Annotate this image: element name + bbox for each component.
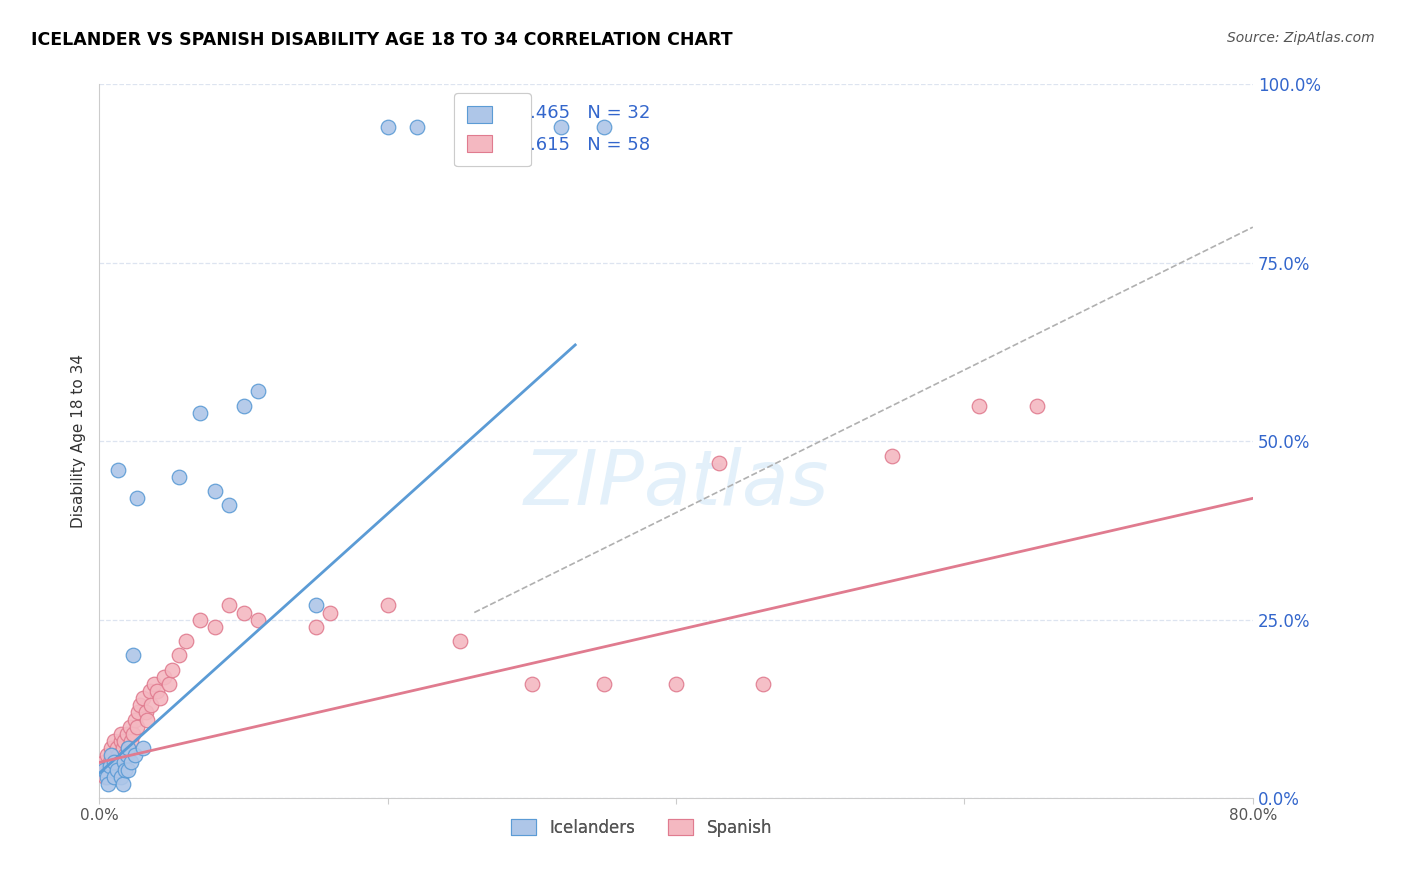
Point xyxy=(93,763,115,777)
Point xyxy=(319,606,342,620)
Point xyxy=(114,763,136,777)
Point xyxy=(305,620,328,634)
Point xyxy=(232,399,254,413)
Point xyxy=(103,756,125,770)
Point xyxy=(105,763,128,777)
Point xyxy=(218,499,240,513)
Point xyxy=(98,759,121,773)
Point xyxy=(751,677,773,691)
Point xyxy=(405,120,427,135)
Point xyxy=(103,734,125,748)
Point xyxy=(91,763,114,777)
Point xyxy=(93,756,115,770)
Point xyxy=(104,756,127,770)
Point xyxy=(593,677,616,691)
Y-axis label: Disability Age 18 to 34: Disability Age 18 to 34 xyxy=(72,354,86,528)
Point xyxy=(139,684,162,698)
Point xyxy=(114,748,136,763)
Point xyxy=(117,763,139,777)
Point xyxy=(96,770,118,784)
Point xyxy=(149,691,172,706)
Point xyxy=(247,384,270,399)
Point xyxy=(204,620,226,634)
Point xyxy=(121,648,143,663)
Point xyxy=(111,777,134,791)
Point xyxy=(98,756,121,770)
Point xyxy=(110,734,132,748)
Point xyxy=(107,463,129,477)
Point xyxy=(107,748,129,763)
Point xyxy=(103,763,125,777)
Point xyxy=(115,727,138,741)
Point xyxy=(665,677,688,691)
Point xyxy=(377,599,399,613)
Point xyxy=(377,120,399,135)
Point xyxy=(110,770,132,784)
Point xyxy=(115,748,138,763)
Point xyxy=(167,470,190,484)
Point xyxy=(449,634,471,648)
Point xyxy=(100,748,122,763)
Point xyxy=(101,748,124,763)
Point xyxy=(153,670,176,684)
Point xyxy=(105,741,128,756)
Point xyxy=(167,648,190,663)
Point xyxy=(131,691,153,706)
Point xyxy=(520,677,543,691)
Point xyxy=(232,606,254,620)
Point xyxy=(218,599,240,613)
Legend: Icelanders, Spanish: Icelanders, Spanish xyxy=(505,812,779,843)
Point xyxy=(108,756,131,770)
Point xyxy=(117,741,139,756)
Text: R =  0.615   N = 58: R = 0.615 N = 58 xyxy=(474,136,651,154)
Point xyxy=(111,741,134,756)
Point xyxy=(135,706,157,720)
Text: ZIPatlas: ZIPatlas xyxy=(523,447,828,521)
Point xyxy=(204,484,226,499)
Point xyxy=(97,763,120,777)
Point xyxy=(143,677,166,691)
Point xyxy=(125,720,148,734)
Point xyxy=(967,399,990,413)
Point xyxy=(190,613,212,627)
Point xyxy=(136,713,159,727)
Point xyxy=(118,720,141,734)
Point xyxy=(131,741,153,756)
Point xyxy=(117,741,139,756)
Point xyxy=(882,449,904,463)
Point xyxy=(709,456,731,470)
Point xyxy=(127,706,149,720)
Point xyxy=(247,613,270,627)
Point xyxy=(124,748,146,763)
Point xyxy=(97,777,120,791)
Point xyxy=(550,120,572,135)
Point xyxy=(112,756,135,770)
Point xyxy=(1025,399,1047,413)
Point xyxy=(190,406,212,420)
Point xyxy=(103,770,125,784)
Point xyxy=(120,734,142,748)
Point xyxy=(305,599,328,613)
Point xyxy=(121,727,143,741)
Point xyxy=(112,734,135,748)
Point xyxy=(110,727,132,741)
Point xyxy=(124,713,146,727)
Point xyxy=(146,684,169,698)
Point xyxy=(128,698,150,713)
Text: Source: ZipAtlas.com: Source: ZipAtlas.com xyxy=(1227,31,1375,45)
Point xyxy=(120,756,142,770)
Point xyxy=(160,663,183,677)
Point xyxy=(100,741,122,756)
Point xyxy=(593,120,616,135)
Point xyxy=(125,491,148,506)
Point xyxy=(141,698,163,713)
Point xyxy=(157,677,180,691)
Text: R =  0.465   N = 32: R = 0.465 N = 32 xyxy=(474,104,651,122)
Point xyxy=(96,748,118,763)
Text: ICELANDER VS SPANISH DISABILITY AGE 18 TO 34 CORRELATION CHART: ICELANDER VS SPANISH DISABILITY AGE 18 T… xyxy=(31,31,733,49)
Point xyxy=(174,634,197,648)
Point xyxy=(94,770,117,784)
